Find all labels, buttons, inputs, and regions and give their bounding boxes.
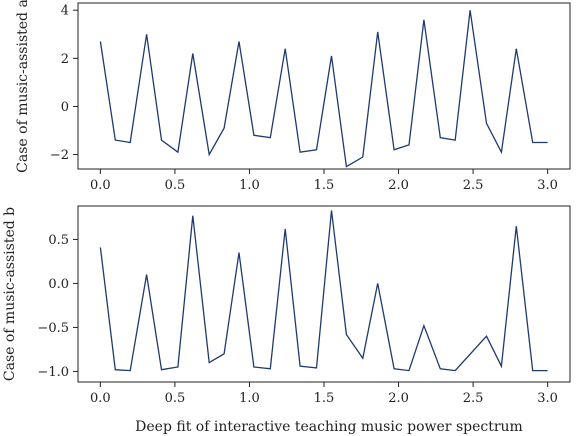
x-tick-label: 1.5	[314, 391, 335, 406]
x-tick-label: 3.0	[537, 391, 558, 406]
x-tick-label: 3.0	[537, 178, 558, 193]
y-tick-label: −1.0	[37, 365, 69, 380]
chart-panel-0: 0.0 0.5 1.0 1.5 2.0 2.5 3.0 4 2 0 −2 Case of music-…	[15, 0, 571, 193]
x-tick-label: 2.0	[388, 178, 409, 193]
y-tick-label: 4	[61, 4, 69, 19]
series-line-0	[99, 210, 548, 372]
y-tick-label: 0.5	[48, 233, 69, 248]
x-tick-label: 0.0	[90, 391, 111, 406]
y-tick-label: 0	[61, 100, 69, 115]
plot-frame	[77, 2, 571, 170]
x-tick-label: 0.5	[165, 391, 186, 406]
x-tick-label: 2.5	[463, 391, 484, 406]
x-tick-label: 1.0	[239, 178, 260, 193]
y-tick-label: 0.0	[48, 277, 69, 292]
y-axis-label: Case of music-assisted b	[2, 207, 18, 381]
x-tick-label: 2.5	[463, 178, 484, 193]
y-tick-label: −2	[50, 148, 69, 163]
series-line-0	[99, 10, 548, 168]
x-tick-label: 1.5	[314, 178, 335, 193]
y-tick-label: 2	[61, 52, 69, 67]
x-axis-label: Deep fit of interactive teaching music p…	[135, 419, 523, 435]
x-tick-label: 2.0	[388, 391, 409, 406]
x-tick-label: 0.5	[165, 178, 186, 193]
y-axis-label: Case of music-assisted a	[15, 0, 31, 173]
chart-panel-1: 0.0 0.5 1.0 1.5 2.0 2.5 3.0 0.5 0.0 −0.5 −1.0 Case …	[2, 205, 571, 406]
y-tick-label: −0.5	[37, 321, 69, 336]
x-tick-label: 0.0	[90, 178, 111, 193]
x-tick-label: 1.0	[239, 391, 260, 406]
